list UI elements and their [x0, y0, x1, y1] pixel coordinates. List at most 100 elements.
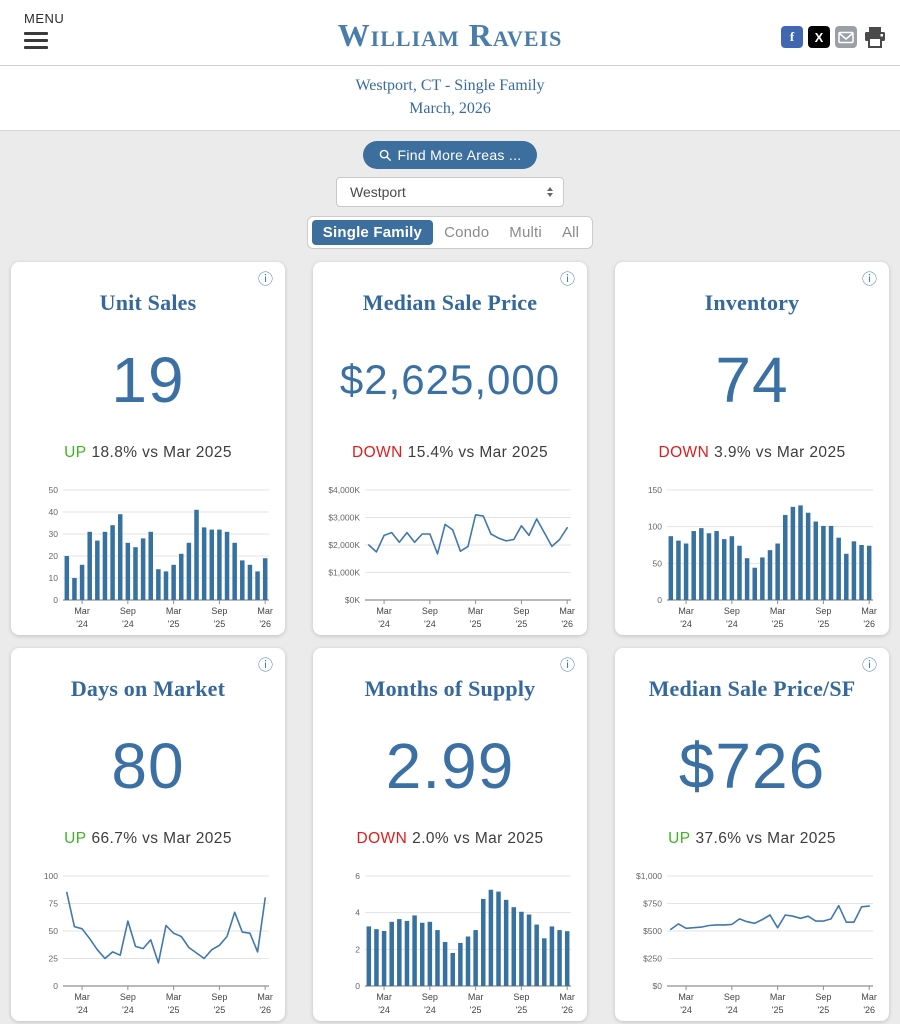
svg-text:$2,000K: $2,000K [328, 540, 360, 550]
svg-text:Mar: Mar [559, 606, 575, 616]
svg-text:Mar: Mar [74, 606, 90, 616]
card-value: $726 [678, 730, 826, 803]
svg-text:$0K: $0K [345, 595, 360, 605]
svg-text:Mar: Mar [861, 606, 877, 616]
info-icon[interactable]: ⓘ [559, 270, 575, 289]
card-change: UP 37.6% vs Mar 2025 [615, 830, 889, 852]
svg-text:0: 0 [355, 981, 360, 991]
header: MENU William Raveis f X [0, 0, 900, 66]
trend-chart: 0 50 100 150 Mar '24 Sep '24 Mar '25 Sep '25 Mar '26 [648, 485, 877, 629]
card-title: Months of Supply [364, 676, 536, 702]
svg-text:'25: '25 [516, 619, 528, 629]
find-more-areas-button[interactable]: Find More Areas ... [362, 141, 538, 170]
axes: 0 25 50 75 100 Mar '24 Sep '24 Mar '25 Sep '25 Mar '26 [44, 871, 273, 1015]
email-icon [838, 31, 854, 43]
series [367, 514, 568, 556]
report-subtitle: Westport, CT - Single Family March, 2026 [0, 66, 900, 132]
svg-text:0: 0 [657, 595, 662, 605]
brand-logo: William Raveis [337, 17, 563, 53]
info-icon[interactable]: ⓘ [257, 656, 273, 675]
svg-text:6: 6 [355, 871, 360, 881]
series [669, 905, 870, 931]
facebook-button[interactable]: f [781, 26, 803, 48]
svg-text:'24: '24 [726, 1005, 738, 1015]
tab-all[interactable]: All [553, 220, 588, 245]
tab-multi[interactable]: Multi [500, 220, 551, 245]
report-location: Westport, CT - Single Family [355, 77, 545, 94]
info-icon[interactable]: ⓘ [861, 270, 877, 289]
svg-text:4: 4 [355, 908, 360, 918]
change-direction: DOWN [351, 444, 403, 462]
card-title: Unit Sales [99, 290, 197, 316]
card-title: Inventory [704, 290, 800, 316]
svg-text:0: 0 [53, 981, 58, 991]
email-button[interactable] [835, 26, 857, 48]
svg-text:25: 25 [49, 954, 59, 964]
gridlines [63, 875, 269, 960]
area-select[interactable]: Westport [336, 177, 564, 208]
info-icon[interactable]: ⓘ [861, 656, 877, 675]
menu-button[interactable]: MENU [24, 11, 64, 53]
svg-text:'25: '25 [516, 1005, 528, 1015]
svg-text:2: 2 [355, 945, 360, 955]
stat-card: ⓘ Unit Sales 19 UP 18.8% vs Mar 2025 0 10 2… [11, 262, 285, 636]
axes: $0 $250 $500 $750 $1,000 Mar '24 Sep '24 Mar '25 Se… [636, 871, 877, 1015]
trend-chart: 0 25 50 75 100 Mar '24 Sep '24 Mar '25 Sep '25 Mar '26 [44, 871, 273, 1015]
x-twitter-button[interactable]: X [808, 26, 830, 48]
svg-text:'26: '26 [259, 619, 271, 629]
svg-text:100: 100 [648, 522, 662, 532]
info-icon[interactable]: ⓘ [257, 270, 273, 289]
svg-text:'26: '26 [561, 619, 573, 629]
svg-text:50: 50 [653, 559, 663, 569]
svg-text:$0: $0 [653, 981, 663, 991]
svg-text:'25: '25 [470, 1005, 482, 1015]
card-title: Days on Market [70, 676, 226, 702]
svg-text:Mar: Mar [468, 992, 484, 1002]
social-bar: f X [781, 25, 888, 49]
info-icon[interactable]: ⓘ [559, 656, 575, 675]
card-title: Median Sale Price/SF [648, 676, 856, 702]
cards-row-2: ⓘ Days on Market 80 UP 66.7% vs Mar 2025 … [0, 648, 900, 1022]
svg-text:'25: '25 [772, 1005, 784, 1015]
svg-text:Mar: Mar [376, 992, 392, 1002]
card-change: UP 18.8% vs Mar 2025 [11, 444, 285, 466]
card-change: UP 66.7% vs Mar 2025 [11, 830, 285, 852]
svg-text:'24: '24 [726, 619, 738, 629]
find-more-areas-label: Find More Areas ... [397, 147, 522, 164]
gridlines [667, 875, 873, 960]
svg-text:$500: $500 [643, 926, 662, 936]
stat-card: ⓘ Days on Market 80 UP 66.7% vs Mar 2025 … [11, 648, 285, 1022]
svg-text:Mar: Mar [468, 606, 484, 616]
svg-text:40: 40 [49, 507, 59, 517]
svg-text:'25: '25 [818, 619, 830, 629]
card-value: 19 [111, 344, 185, 417]
change-direction: UP [64, 830, 87, 848]
print-button[interactable] [862, 25, 888, 49]
svg-text:Sep: Sep [422, 606, 438, 616]
tab-condo[interactable]: Condo [435, 220, 498, 245]
x-twitter-icon: X [814, 29, 824, 45]
series [64, 510, 268, 601]
svg-text:$1,000K: $1,000K [328, 568, 360, 578]
svg-text:0: 0 [53, 595, 58, 605]
svg-text:Mar: Mar [678, 606, 694, 616]
change-text: 2.0% vs Mar 2025 [412, 830, 544, 848]
svg-text:Sep: Sep [724, 606, 740, 616]
svg-text:Sep: Sep [513, 992, 529, 1002]
svg-text:'25: '25 [168, 619, 180, 629]
change-text: 18.8% vs Mar 2025 [91, 444, 232, 462]
tab-single-family[interactable]: Single Family [311, 220, 434, 246]
svg-text:100: 100 [44, 871, 58, 881]
svg-text:Sep: Sep [120, 992, 136, 1002]
svg-text:Sep: Sep [422, 992, 438, 1002]
svg-text:'26: '26 [561, 1005, 573, 1015]
svg-text:'24: '24 [680, 619, 692, 629]
series [668, 505, 872, 601]
change-direction: DOWN [356, 830, 408, 848]
menu-label: MENU [24, 11, 65, 26]
svg-text:'26: '26 [259, 1005, 271, 1015]
svg-text:'25: '25 [168, 1005, 180, 1015]
svg-text:75: 75 [49, 899, 59, 909]
trend-chart: 0 2 4 6 Mar '24 Sep '24 Mar '25 Sep '25 Mar '26 [355, 871, 575, 1015]
card-change: DOWN 3.9% vs Mar 2025 [615, 444, 889, 466]
